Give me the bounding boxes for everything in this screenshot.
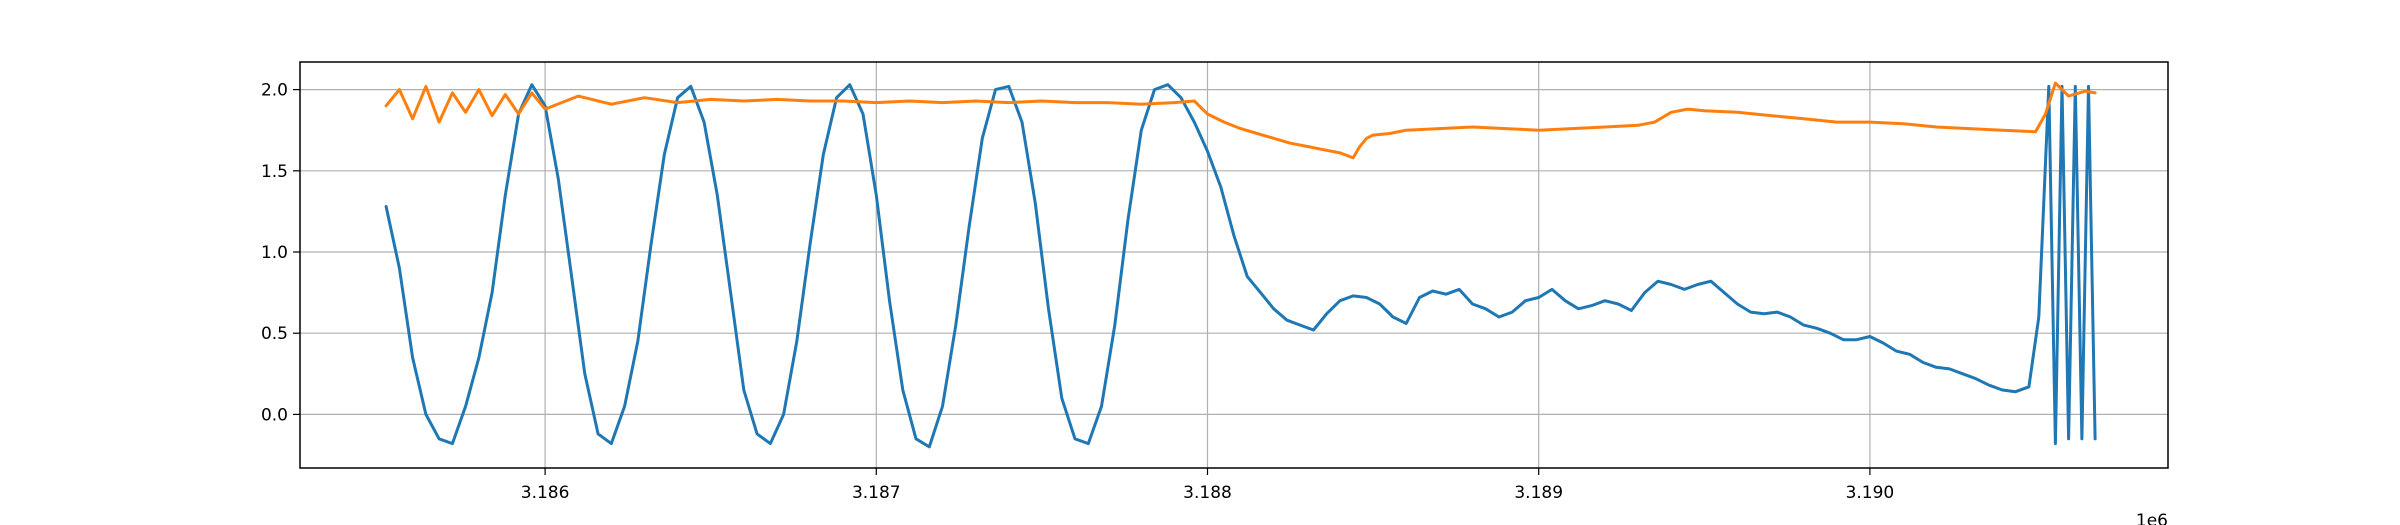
x-tick-label: 3.188 [1183, 483, 1232, 503]
y-tick-label: 0.0 [261, 405, 288, 425]
y-axis: 0.0 0.5 1.0 1.5 2.0 [261, 81, 300, 425]
y-tick-label: 1.5 [261, 162, 288, 182]
x-axis-offset-label: 1e6 [2136, 511, 2168, 525]
plot-frame [299, 61, 2169, 469]
series-line-0 [384, 83, 2097, 449]
series-line-1 [384, 81, 2097, 160]
y-tick-label: 0.5 [261, 324, 288, 344]
x-tick-label: 3.186 [521, 483, 570, 503]
x-axis: 3.186 3.187 3.188 3.189 3.190 [521, 468, 1894, 503]
x-tick-label: 3.189 [1514, 483, 1563, 503]
series-layer [384, 81, 2097, 449]
y-tick-label: 2.0 [261, 81, 288, 101]
x-tick-label: 3.187 [852, 483, 901, 503]
x-tick-label: 3.190 [1846, 483, 1895, 503]
grid [300, 62, 2168, 468]
y-tick-label: 1.0 [261, 243, 288, 263]
